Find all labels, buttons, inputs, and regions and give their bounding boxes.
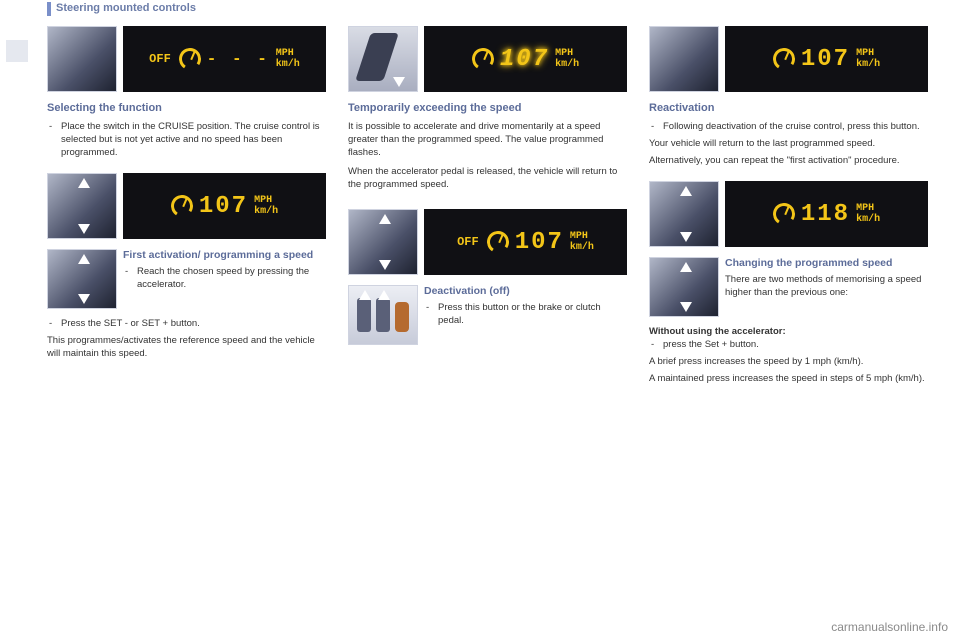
- unit-label: MPHkm/h: [555, 48, 579, 70]
- without-accel-item: press the Set + button.: [649, 338, 928, 351]
- accelerator-pedal-icon: [395, 302, 409, 332]
- temp-exceed-body2: When the accelerator pedal is released, …: [348, 165, 627, 191]
- switch-down-image: [47, 249, 117, 309]
- switch-image: [649, 26, 719, 92]
- switch-image: [649, 181, 719, 247]
- selecting-function-title: Selecting the function: [47, 102, 326, 114]
- deactivation-item: Press this button or the brake or clutch…: [424, 301, 627, 327]
- switch-image: [649, 257, 719, 317]
- temp-exceed-body1: It is possible to accelerate and drive m…: [348, 120, 627, 159]
- changing-speed-block: Changing the programmed speed There are …: [649, 257, 928, 317]
- display-107-react: 107 MPHkm/h: [725, 26, 928, 92]
- arrow-up-icon: [680, 262, 692, 272]
- arrow-down-icon: [680, 232, 692, 242]
- deactivation-block: Deactivation (off) Press this button or …: [348, 285, 627, 345]
- speed-readout: 107: [199, 193, 248, 220]
- arrow-up-icon: [78, 254, 90, 264]
- watermark: carmanualsonline.info: [831, 620, 948, 634]
- unit-label: MPHkm/h: [570, 231, 594, 253]
- gauge-icon: [177, 46, 203, 72]
- maintained-press-text: A maintained press increases the speed i…: [649, 372, 928, 385]
- press-set-list: Press the SET - or SET + button.: [47, 317, 326, 330]
- changing-speed-body: There are two methods of memorising a sp…: [725, 273, 928, 299]
- reactivation-title: Reactivation: [649, 102, 928, 114]
- display-flashing: 107 MPHkm/h: [424, 26, 627, 92]
- arrow-up-icon: [359, 290, 371, 300]
- display-off-107: OFF 107 MPHkm/h: [424, 209, 627, 275]
- reactivation-body1: Your vehicle will return to the last pro…: [649, 137, 928, 150]
- cruise-switch-image: [47, 26, 117, 92]
- brief-press-text: A brief press increases the speed by 1 m…: [649, 355, 928, 368]
- reactivation-body2: Alternatively, you can repeat the "first…: [649, 154, 928, 167]
- arrow-down-icon: [379, 260, 391, 270]
- content-columns: OFF - - - MPHkm/h Selecting the function…: [47, 26, 928, 385]
- accelerator-pedal-image: [348, 26, 418, 92]
- row-select-function: OFF - - - MPHkm/h: [47, 26, 326, 92]
- gauge-icon: [771, 201, 797, 227]
- display-off-dashes: OFF - - - MPHkm/h: [123, 26, 326, 92]
- row-speed-107: 107 MPHkm/h: [47, 173, 326, 239]
- switch-image: [348, 209, 418, 275]
- arrow-down-icon: [78, 294, 90, 304]
- first-activation-block: First activation/ programming a speed Re…: [47, 249, 326, 309]
- unit-label: MPHkm/h: [856, 203, 880, 225]
- switch-up-image: [47, 173, 117, 239]
- row-off-107: OFF 107 MPHkm/h: [348, 209, 627, 275]
- row-exceed: 107 MPHkm/h: [348, 26, 627, 92]
- dash-readout: - - -: [207, 50, 270, 68]
- deactivation-title: Deactivation (off): [424, 285, 627, 297]
- press-set-item: Press the SET - or SET + button.: [47, 317, 326, 330]
- speed-readout-flash: 107: [500, 46, 549, 73]
- column-3: 107 MPHkm/h Reactivation Following deact…: [649, 26, 928, 385]
- arrow-up-icon: [680, 186, 692, 196]
- first-activation-text: First activation/ programming a speed Re…: [123, 249, 326, 295]
- speed-readout: 107: [515, 229, 564, 256]
- page-header: Steering mounted controls: [56, 2, 196, 14]
- deactivation-list: Press this button or the brake or clutch…: [424, 301, 627, 327]
- temp-exceed-title: Temporarily exceeding the speed: [348, 102, 627, 114]
- clutch-pedal-icon: [357, 298, 371, 332]
- speed-readout: 118: [801, 201, 850, 228]
- gauge-icon: [771, 46, 797, 72]
- display-118: 118 MPHkm/h: [725, 181, 928, 247]
- gauge-icon: [470, 46, 496, 72]
- unit-label: MPHkm/h: [276, 48, 300, 70]
- changing-speed-title: Changing the programmed speed: [725, 257, 928, 269]
- first-activation-title: First activation/ programming a speed: [123, 249, 326, 261]
- reactivation-item: Following deactivation of the cruise con…: [649, 120, 928, 133]
- selecting-list: Place the switch in the CRUISE position.…: [47, 120, 326, 159]
- arrow-up-icon: [379, 214, 391, 224]
- off-label: OFF: [149, 52, 171, 66]
- arrow-up-icon: [378, 290, 390, 300]
- first-activation-item: Reach the chosen speed by pressing the a…: [123, 265, 326, 291]
- header-accent: [47, 2, 51, 16]
- deactivation-text: Deactivation (off) Press this button or …: [424, 285, 627, 331]
- first-activation-list: Reach the chosen speed by pressing the a…: [123, 265, 326, 291]
- column-2: 107 MPHkm/h Temporarily exceeding the sp…: [348, 26, 627, 385]
- selecting-item: Place the switch in the CRUISE position.…: [47, 120, 326, 159]
- row-react-107: 107 MPHkm/h: [649, 26, 928, 92]
- arrow-down-icon: [78, 224, 90, 234]
- row-118: 118 MPHkm/h: [649, 181, 928, 247]
- press-set-body: This programmes/activates the reference …: [47, 334, 326, 360]
- changing-speed-text: Changing the programmed speed There are …: [725, 257, 928, 299]
- unit-label: MPHkm/h: [856, 48, 880, 70]
- arrow-down-icon: [680, 302, 692, 312]
- arrow-down-icon: [393, 77, 405, 87]
- off-label: OFF: [457, 235, 479, 249]
- gauge-icon: [169, 193, 195, 219]
- gauge-icon: [485, 229, 511, 255]
- without-accel-list: press the Set + button.: [649, 338, 928, 351]
- page-number: [6, 40, 28, 62]
- arrow-up-icon: [78, 178, 90, 188]
- brake-pedal-icon: [376, 298, 390, 332]
- display-107: 107 MPHkm/h: [123, 173, 326, 239]
- column-1: OFF - - - MPHkm/h Selecting the function…: [47, 26, 326, 385]
- unit-label: MPHkm/h: [254, 195, 278, 217]
- without-accel-title: Without using the accelerator:: [649, 325, 928, 338]
- three-pedals-image: [348, 285, 418, 345]
- speed-readout: 107: [801, 46, 850, 73]
- reactivation-list: Following deactivation of the cruise con…: [649, 120, 928, 133]
